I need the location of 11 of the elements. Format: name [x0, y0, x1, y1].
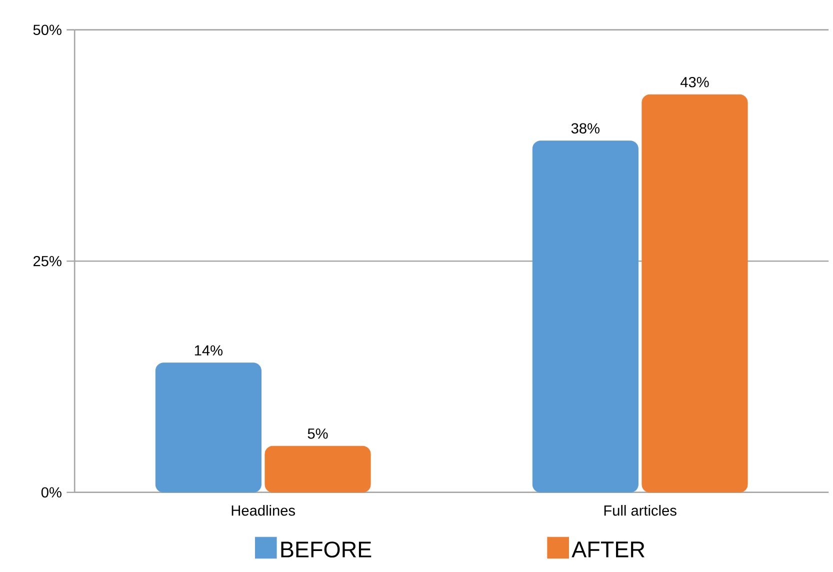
x-tick-label: Full articles: [604, 505, 676, 516]
y-tick-label: 50%: [33, 24, 62, 36]
legend-label: AFTER: [572, 542, 644, 558]
y-tick-label: 25%: [33, 256, 62, 266]
data-label: 14%: [194, 345, 222, 356]
y-tick-label: 0%: [41, 487, 62, 498]
data-label: 38%: [571, 123, 600, 134]
x-tick-label: Headlines: [232, 505, 295, 516]
data-label: 43%: [680, 76, 709, 88]
data-label: 5%: [308, 428, 328, 439]
legend-label: BEFORE: [281, 542, 372, 558]
